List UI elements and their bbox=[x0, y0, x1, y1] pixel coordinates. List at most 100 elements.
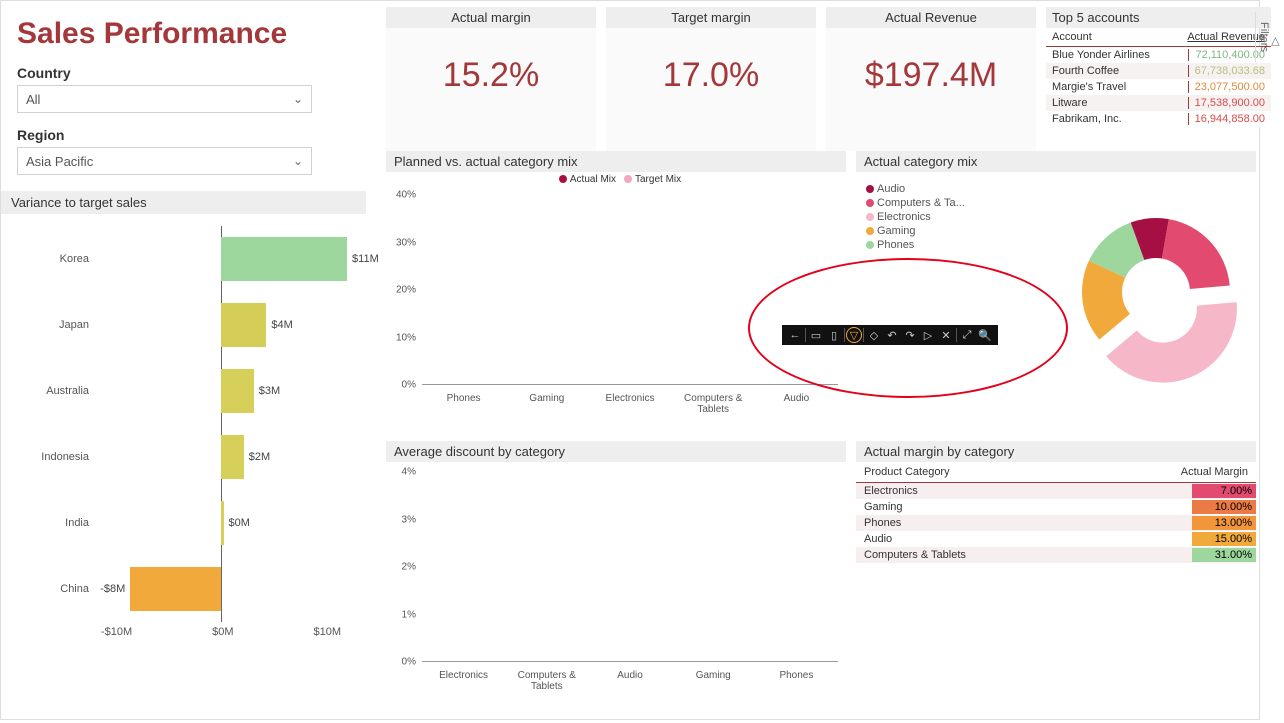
variance-bar bbox=[221, 303, 266, 347]
screenshot-toolbar[interactable]: ←▭▯▽◇↶↷▷✕⤢🔍 bbox=[782, 325, 998, 345]
variance-chart[interactable]: Korea $11M Japan $4M Australia $3M Indon… bbox=[17, 226, 347, 666]
top5-col-revenue[interactable]: Actual Revenue bbox=[1187, 31, 1265, 43]
variance-label: Korea bbox=[17, 253, 95, 265]
kpi-card[interactable]: Target margin 17.0% bbox=[606, 7, 816, 151]
top5-account: Litware bbox=[1052, 97, 1189, 109]
kpi-value: $197.4M bbox=[826, 28, 1036, 123]
variance-header: Variance to target sales bbox=[1, 191, 366, 214]
filters-tab[interactable]: ◁ Filters bbox=[1255, 12, 1284, 62]
donut-panel[interactable]: Actual category mix AudioComputers & Ta.… bbox=[856, 151, 1256, 441]
margin-row[interactable]: Audio 15.00% bbox=[856, 531, 1256, 547]
discount-chart-title: Average discount by category bbox=[386, 441, 846, 462]
discount-chart-panel[interactable]: Average discount by category 4%3%2%1%0%E… bbox=[386, 441, 846, 721]
toolbar-icon[interactable]: ✕ bbox=[937, 326, 955, 344]
variance-row[interactable]: China -$8M bbox=[17, 556, 347, 622]
kpi-label: Actual margin bbox=[386, 7, 596, 28]
toolbar-icon[interactable]: 🔍 bbox=[976, 326, 994, 344]
donut-title: Actual category mix bbox=[856, 151, 1256, 172]
margin-row[interactable]: Electronics 7.00% bbox=[856, 483, 1256, 499]
margin-value: 13.00% bbox=[1192, 516, 1256, 530]
chevron-down-icon: ⌄ bbox=[293, 92, 303, 106]
variance-value: $2M bbox=[249, 451, 270, 463]
toolbar-icon[interactable]: ▷ bbox=[919, 326, 937, 344]
variance-value: $11M bbox=[352, 253, 379, 265]
top5-row[interactable]: Blue Yonder Airlines 72,110,400.00 bbox=[1046, 47, 1271, 63]
chevron-down-icon: ⌄ bbox=[293, 154, 303, 168]
variance-label: Indonesia bbox=[17, 451, 95, 463]
margin-category: Electronics bbox=[864, 485, 918, 497]
x-label: Phones bbox=[422, 389, 505, 415]
country-dropdown[interactable]: All ⌄ bbox=[17, 85, 312, 113]
top5-row[interactable]: Fourth Coffee 67,738,033.68 bbox=[1046, 63, 1271, 79]
margin-row[interactable]: Phones 13.00% bbox=[856, 515, 1256, 531]
variance-value: $3M bbox=[259, 385, 280, 397]
variance-bar bbox=[221, 501, 224, 545]
top5-row[interactable]: Margie's Travel 23,077,500.00 bbox=[1046, 79, 1271, 95]
variance-row[interactable]: Korea $11M bbox=[17, 226, 347, 292]
margin-row[interactable]: Computers & Tablets 31.00% bbox=[856, 547, 1256, 563]
country-value: All bbox=[26, 92, 40, 107]
top5-account: Margie's Travel bbox=[1052, 81, 1189, 93]
country-label: Country bbox=[17, 65, 366, 81]
top5-panel[interactable]: Top 5 accounts Account Actual Revenue Bl… bbox=[1046, 7, 1271, 151]
planned-chart-title: Planned vs. actual category mix bbox=[386, 151, 846, 172]
kpi-card[interactable]: Actual Revenue $197.4M bbox=[826, 7, 1036, 151]
margin-row[interactable]: Gaming 10.00% bbox=[856, 499, 1256, 515]
x-label: Electronics bbox=[588, 389, 671, 415]
margin-table-title: Actual margin by category bbox=[856, 441, 1256, 462]
x-label: Electronics bbox=[422, 666, 505, 692]
variance-value: $4M bbox=[271, 319, 292, 331]
variance-bar bbox=[221, 369, 254, 413]
top5-value: 23,077,500.00 bbox=[1189, 81, 1265, 93]
region-label: Region bbox=[17, 127, 366, 143]
toolbar-icon[interactable]: ▽ bbox=[846, 327, 862, 343]
toolbar-icon[interactable]: ↷ bbox=[901, 326, 919, 344]
margin-category: Audio bbox=[864, 533, 892, 545]
x-label: Gaming bbox=[505, 389, 588, 415]
legend-label: Actual Mix bbox=[570, 174, 616, 185]
toolbar-icon[interactable]: ▭ bbox=[807, 326, 825, 344]
top5-col-account: Account bbox=[1052, 31, 1092, 43]
variance-row[interactable]: India $0M bbox=[17, 490, 347, 556]
toolbar-icon[interactable]: ↶ bbox=[883, 326, 901, 344]
region-dropdown[interactable]: Asia Pacific ⌄ bbox=[17, 147, 312, 175]
variance-axis-tick: $10M bbox=[313, 626, 341, 638]
kpi-card[interactable]: Actual margin 15.2% bbox=[386, 7, 596, 151]
top5-value: 67,738,033.68 bbox=[1189, 65, 1265, 77]
page-title: Sales Performance bbox=[17, 17, 366, 51]
margin-value: 15.00% bbox=[1192, 532, 1256, 546]
margin-table-panel[interactable]: Actual margin by category Product Catego… bbox=[856, 441, 1256, 721]
x-label: Phones bbox=[755, 666, 838, 692]
margin-col-value[interactable]: Actual Margin bbox=[1181, 466, 1248, 478]
toolbar-icon[interactable]: ← bbox=[786, 326, 804, 344]
top5-row[interactable]: Litware 17,538,900.00 bbox=[1046, 95, 1271, 111]
top5-title: Top 5 accounts bbox=[1046, 7, 1271, 28]
variance-label: China bbox=[17, 583, 95, 595]
legend-label: Target Mix bbox=[635, 174, 681, 185]
kpi-value: 17.0% bbox=[606, 28, 816, 123]
margin-category: Gaming bbox=[864, 501, 903, 513]
toolbar-icon[interactable]: ◇ bbox=[865, 326, 883, 344]
variance-label: India bbox=[17, 517, 95, 529]
variance-row[interactable]: Australia $3M bbox=[17, 358, 347, 424]
margin-value: 10.00% bbox=[1192, 500, 1256, 514]
donut-chart[interactable] bbox=[856, 172, 1256, 412]
kpi-label: Target margin bbox=[606, 7, 816, 28]
variance-label: Australia bbox=[17, 385, 95, 397]
variance-label: Japan bbox=[17, 319, 95, 331]
planned-chart-panel[interactable]: Planned vs. actual category mix Actual M… bbox=[386, 151, 846, 441]
top5-value: 16,944,858.00 bbox=[1189, 113, 1265, 125]
variance-axis-tick: $0M bbox=[212, 626, 233, 638]
margin-value: 31.00% bbox=[1192, 548, 1256, 562]
donut-slice[interactable] bbox=[1162, 219, 1230, 289]
toolbar-icon[interactable]: ⤢ bbox=[958, 326, 976, 344]
top5-row[interactable]: Fabrikam, Inc. 16,944,858.00 bbox=[1046, 111, 1271, 127]
filters-tab-text: Filters bbox=[1258, 22, 1270, 52]
toolbar-icon[interactable]: ▯ bbox=[825, 326, 843, 344]
variance-bar bbox=[221, 237, 347, 281]
variance-value: -$8M bbox=[100, 583, 125, 595]
variance-value: $0M bbox=[229, 517, 250, 529]
variance-row[interactable]: Japan $4M bbox=[17, 292, 347, 358]
variance-row[interactable]: Indonesia $2M bbox=[17, 424, 347, 490]
top5-value: 17,538,900.00 bbox=[1189, 97, 1265, 109]
